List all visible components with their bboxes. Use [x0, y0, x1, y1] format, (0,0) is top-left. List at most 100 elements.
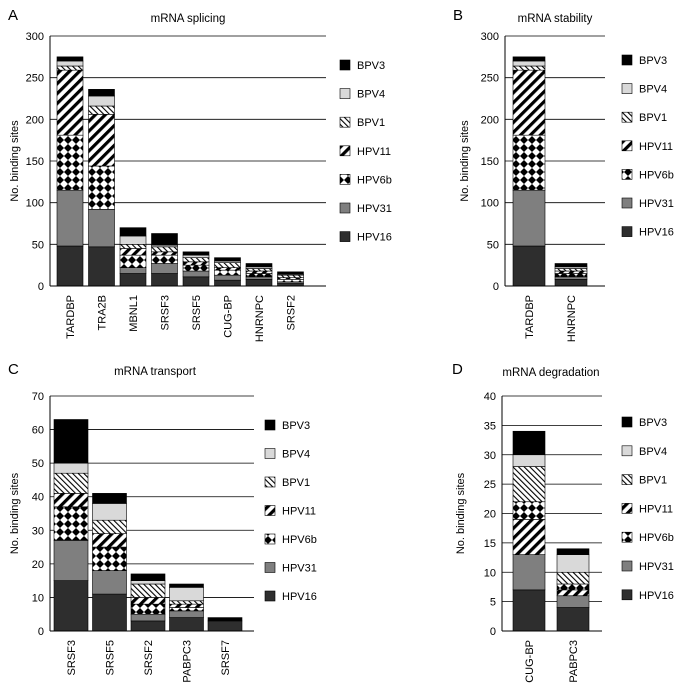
- bar-segment-a-tardbp-hpv6b: [56, 134, 84, 191]
- legend-label-b-bpv1: BPV1: [639, 112, 667, 124]
- legend-swatch-d-hpv31: [621, 560, 633, 572]
- bar-segment-c-pabpc3-hpv16: [169, 617, 204, 632]
- bar-segment-d-pabpc3-hpv16: [556, 607, 590, 632]
- y-tick-label-b-100: 100: [481, 198, 499, 210]
- y-tick-label-a-150: 150: [26, 156, 44, 168]
- bar-segment-a-cug-bp-bpv1: [214, 262, 241, 268]
- legend-swatch-c-hpv31: [264, 562, 276, 573]
- y-tick-label-d-40: 40: [484, 391, 496, 403]
- bar-segment-a-tra2b-hpv31: [88, 209, 115, 248]
- bar-segment-a-srsf3-hpv6b: [151, 254, 178, 264]
- y-tick-label-a-250: 250: [26, 73, 44, 85]
- bar-segment-d-cug-bp-hpv11: [512, 519, 546, 555]
- legend-swatch-b-hpv16: [621, 226, 633, 237]
- y-axis-label-d: No. binding sites: [455, 472, 467, 554]
- y-tick-label-c-40: 40: [32, 492, 44, 504]
- panel-letter-a: A: [8, 7, 18, 24]
- bar-segment-a-cug-bp-bpv3: [214, 257, 241, 262]
- bar-segment-d-cug-bp-bpv1: [512, 466, 546, 503]
- bar-segment-c-srsf5-hpv31: [92, 570, 127, 595]
- legend-label-c-bpv3: BPV3: [282, 420, 310, 432]
- bar-segment-a-srsf5-hpv16: [182, 276, 210, 287]
- y-tick-label-c-30: 30: [32, 525, 44, 537]
- y-tick-label-d-0: 0: [490, 626, 496, 638]
- legend-label-c-hpv31: HPV31: [282, 563, 317, 575]
- bar-segment-a-srsf5-hpv31: [182, 270, 210, 278]
- legend-swatch-d-hpv6b: [621, 531, 633, 543]
- chart-title-a: mRNA splicing: [151, 13, 226, 25]
- bar-segment-c-srsf5-bpv3: [92, 493, 127, 504]
- legend-label-a-bpv3: BPV3: [357, 60, 385, 72]
- bar-segment-a-hnrnpc-hpv16: [245, 279, 273, 287]
- y-tick-label-b-300: 300: [481, 31, 499, 43]
- legend-label-a-bpv4: BPV4: [357, 89, 385, 101]
- bar-segment-a-srsf2-bpv3: [277, 271, 304, 275]
- x-tick-label-a-srsf3: SRSF3: [160, 295, 172, 330]
- legend-label-d-hpv31: HPV31: [639, 561, 674, 573]
- legend-label-a-hpv11: HPV11: [357, 146, 391, 158]
- bar-segment-c-srsf3-bpv3: [53, 419, 89, 464]
- bar-segment-a-tra2b-bpv3: [88, 89, 115, 97]
- bar-segment-b-hnrnpc-hpv16: [554, 279, 588, 287]
- bar-segment-a-tardbp-bpv4: [56, 60, 84, 67]
- legend-swatch-a-bpv1: [339, 116, 351, 128]
- bar-segment-b-tardbp-bpv4: [512, 60, 546, 67]
- y-tick-label-b-200: 200: [481, 114, 499, 126]
- bar-segment-a-srsf3-bpv1: [151, 246, 178, 253]
- x-tick-label-b-tardbp: TARDBP: [524, 295, 536, 339]
- x-tick-label-c-srsf2: SRSF2: [143, 640, 155, 675]
- bar-segment-a-srsf3-hpv31: [151, 263, 178, 274]
- legend-swatch-b-bpv1: [621, 111, 633, 123]
- bar-segment-a-tardbp-hpv11: [56, 69, 84, 136]
- bar-segment-c-srsf2-bpv4: [130, 580, 166, 585]
- bar-segment-c-srsf7-bpv3: [207, 617, 243, 622]
- bar-segment-c-srsf3-hpv6b: [53, 506, 89, 541]
- legend-label-d-bpv3: BPV3: [639, 417, 667, 429]
- bar-segment-d-cug-bp-bpv3: [512, 430, 546, 456]
- x-tick-label-c-pabpc3: PABPC3: [182, 640, 194, 683]
- bar-segment-c-srsf2-bpv1: [130, 583, 166, 598]
- legend-swatch-c-hpv11: [264, 505, 276, 516]
- bar-segment-c-pabpc3-hpv11: [169, 603, 204, 608]
- panel-letter-c: C: [8, 361, 19, 378]
- legend-swatch-d-hpv11: [621, 503, 633, 514]
- x-tick-label-d-cug-bp: CUG-BP: [524, 640, 536, 683]
- bar-segment-a-hnrnpc-hpv31: [245, 276, 273, 280]
- y-tick-label-a-300: 300: [26, 31, 44, 43]
- bar-segment-a-tra2b-hpv11: [88, 114, 115, 167]
- bar-segment-d-pabpc3-bpv1: [556, 571, 590, 585]
- y-tick-label-c-50: 50: [32, 458, 44, 470]
- bar-segment-c-pabpc3-hpv31: [169, 610, 204, 618]
- x-tick-label-a-mbnl1: MBNL1: [128, 295, 140, 332]
- bar-segment-d-cug-bp-hpv16: [512, 589, 546, 632]
- bar-segment-c-pabpc3-bpv1: [169, 600, 204, 605]
- legend-label-c-bpv1: BPV1: [282, 477, 310, 489]
- y-tick-label-c-60: 60: [32, 425, 44, 437]
- y-tick-label-a-200: 200: [26, 114, 44, 126]
- bar-segment-a-cug-bp-hpv31: [214, 274, 241, 281]
- legend-label-a-bpv1: BPV1: [357, 117, 385, 129]
- bar-segment-c-srsf2-bpv3: [130, 573, 166, 581]
- bar-segment-c-srsf5-hpv16: [92, 593, 127, 632]
- bar-segment-d-pabpc3-hpv11: [556, 589, 590, 597]
- bar-segment-a-mbnl1-hpv6b: [119, 254, 147, 268]
- x-tick-label-a-tra2b: TRA2B: [97, 295, 109, 330]
- y-tick-label-c-10: 10: [32, 592, 44, 604]
- panel-letter-b: B: [453, 7, 463, 24]
- bar-segment-b-tardbp-hpv11: [512, 69, 546, 136]
- legend-swatch-d-bpv4: [621, 445, 633, 457]
- x-tick-label-c-srsf5: SRSF5: [105, 640, 117, 675]
- bar-segment-a-cug-bp-hpv6b: [214, 269, 241, 276]
- bar-segment-d-cug-bp-hpv6b: [512, 501, 546, 520]
- bar-segment-a-hnrnpc-bpv1: [245, 268, 273, 272]
- bar-segment-c-srsf5-hpv11: [92, 533, 127, 548]
- legend-swatch-b-bpv3: [621, 54, 633, 66]
- legend-swatch-b-bpv4: [621, 83, 633, 94]
- x-tick-label-c-srsf3: SRSF3: [66, 640, 78, 675]
- bar-segment-a-tardbp-hpv16: [56, 245, 84, 287]
- bar-segment-c-pabpc3-bpv4: [169, 587, 204, 602]
- y-tick-label-c-70: 70: [32, 391, 44, 403]
- bar-segment-b-tardbp-hpv16: [512, 245, 546, 287]
- bar-segment-c-srsf5-hpv6b: [92, 546, 127, 571]
